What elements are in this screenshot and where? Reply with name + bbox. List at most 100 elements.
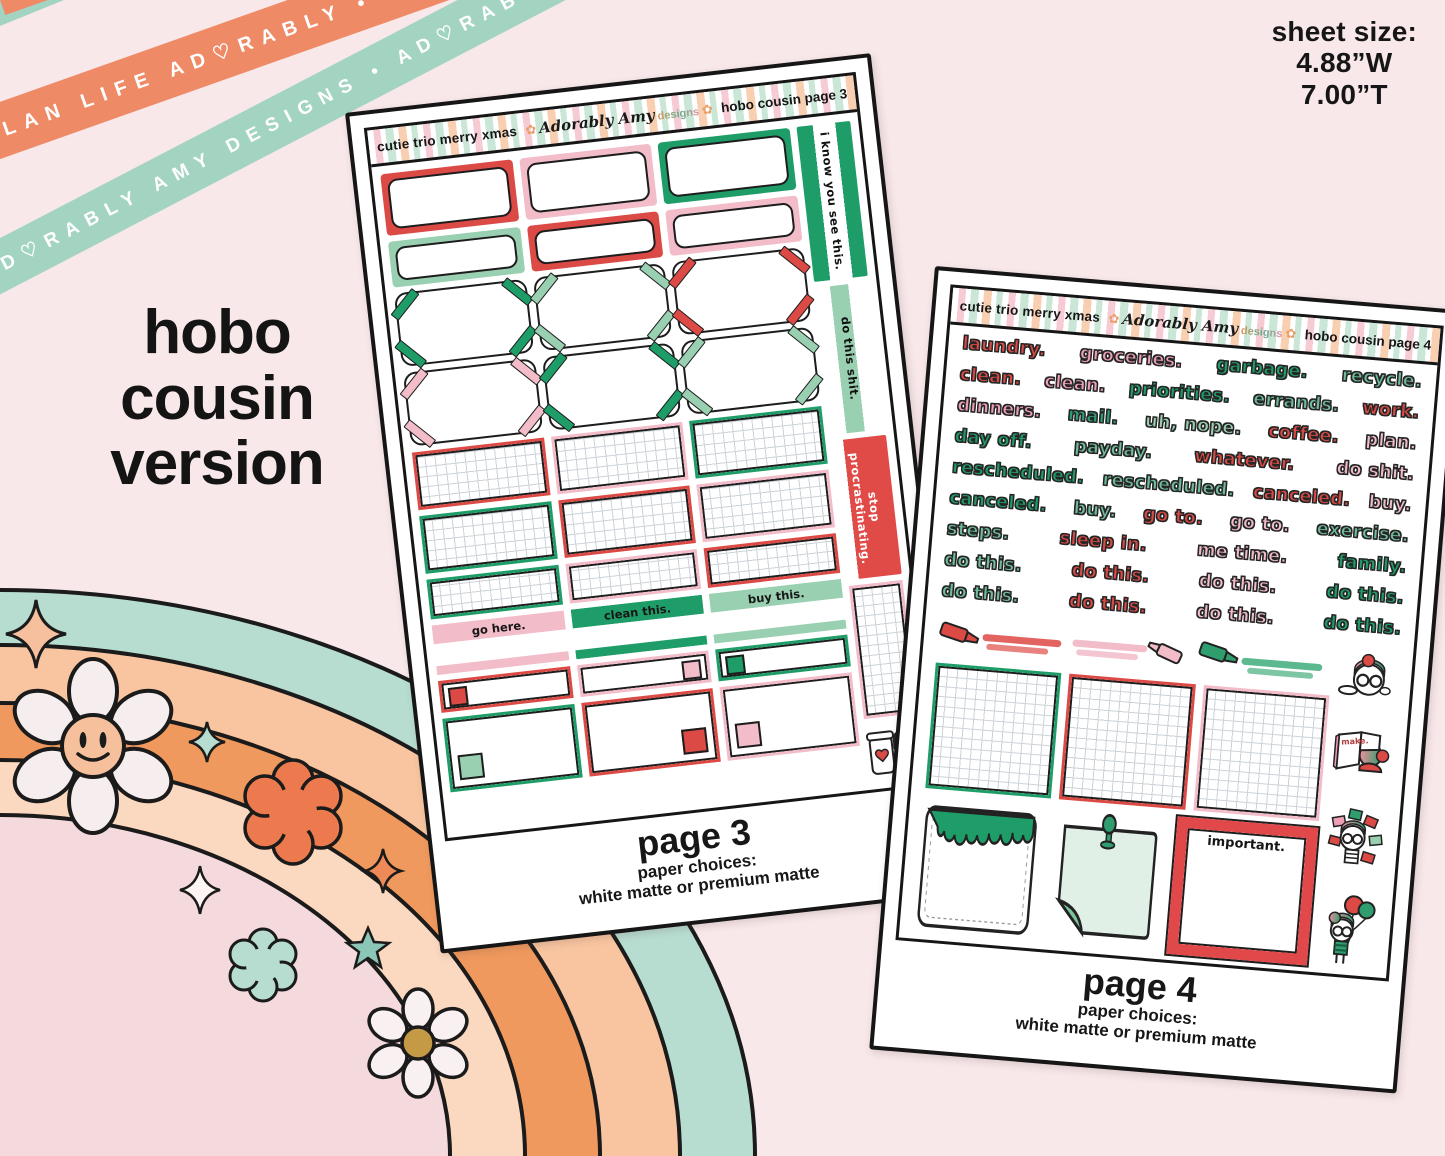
washi-corner-box [538, 340, 685, 433]
word-sticker: clean. [959, 364, 1023, 390]
sheet-size-label: sheet size: [1271, 16, 1417, 47]
washi-tape-icon [500, 277, 534, 307]
grid-box-sticker [557, 485, 697, 559]
grid-box-sticker [411, 437, 551, 511]
washi-tape-icon [509, 356, 543, 386]
gold-daisy-icon [367, 987, 469, 1099]
star-icon [343, 924, 393, 970]
washi-tape-icon [508, 324, 538, 358]
word-sticker: go to. [1142, 504, 1205, 530]
page4-lower-zone: important. [913, 616, 1399, 971]
page4-lower-main: important. [913, 616, 1333, 966]
washi-tape-icon [542, 403, 575, 433]
washi-tape-icon [787, 325, 821, 355]
flower-icon: ✿ [1107, 310, 1120, 327]
washi-tape-icon [785, 293, 815, 327]
washi-corner-box [529, 261, 676, 353]
corner-square-icon [734, 720, 763, 749]
washi-corner-box [668, 245, 815, 337]
sparkle-icon [188, 721, 226, 763]
grid-box-sticker [419, 501, 558, 574]
halfbox-inner [394, 233, 519, 282]
grid-box-sticker [689, 405, 828, 479]
page4-notes-row: important. [913, 795, 1319, 966]
word-sticker: steps. [946, 518, 1011, 545]
brand-script: Adorably Amy [1121, 309, 1239, 338]
p3-rows: go here. clean this. buy this. [380, 127, 865, 834]
page3-card: cutie trio merry xmas ✿ Adorably Amy des… [345, 53, 967, 954]
kit-title: cutie trio merry xmas [959, 297, 1101, 325]
doodle-girl-with-balloons [1328, 895, 1376, 964]
washi-tape-icon [671, 307, 705, 337]
washi-tape-icon [399, 367, 429, 401]
page4-character-column: make. [1315, 649, 1399, 971]
brand-logo: ✿ Adorably Amy designs ✿ [1108, 309, 1297, 343]
smiley-daisy-icon [12, 657, 174, 835]
word-sticker: laundry. [961, 333, 1047, 361]
sparkle-icon [5, 599, 67, 669]
sheet-size-note: sheet size: 4.88”W 7.00”T [1272, 16, 1417, 110]
word-sticker: mail. [1067, 404, 1120, 429]
grid-box-sticker [565, 548, 702, 604]
p4-words: laundry. groceries. garbage. recycle. clean.… [940, 333, 1424, 651]
washi-tape-icon [394, 339, 428, 369]
halfbox-inner [672, 201, 796, 250]
page4-card: cutie trio merry xmas ✿ Adorably Amy des… [869, 266, 1445, 1094]
sidebar-sticker: i know you see this. [796, 120, 868, 282]
label-box-sticker: clean this. [570, 594, 708, 660]
sparkle-icon [360, 848, 406, 894]
word-sticker: groceries. [1079, 343, 1184, 373]
checkbox-square-icon [725, 654, 747, 676]
magazine-title: make. [1341, 736, 1369, 747]
corner-square-box-sticker [719, 672, 860, 761]
halfbox-inner [533, 217, 658, 266]
sheet-size-width: 4.88”W [1296, 47, 1393, 79]
page-label: hobo cousin page 4 [1304, 326, 1432, 353]
word-sticker: recycle. [1341, 365, 1424, 393]
version-line: hobo [143, 298, 292, 367]
mint-flower-icon [228, 927, 298, 1003]
washi-tape-icon [794, 372, 824, 406]
word-sticker: plan. [1364, 429, 1418, 454]
page3-sticker-sheet: cutie trio merry xmas ✿ Adorably Amy des… [363, 71, 937, 842]
word-sticker: clean. [1043, 371, 1107, 397]
brand-designs: designs [1240, 324, 1283, 341]
grid-box-sticker [696, 469, 836, 543]
washi-tape-icon [677, 335, 707, 369]
washi-corner-box [390, 277, 538, 369]
flower-icon: ✿ [524, 121, 538, 138]
green-marker-icon [1198, 641, 1323, 679]
important-label: important. [1206, 833, 1286, 856]
doodle-girl-reading-magazine: make. [1332, 730, 1390, 773]
important-frame-sticker: important. [1166, 816, 1319, 966]
grid-square-sticker [925, 662, 1062, 799]
flower-icon: ✿ [700, 101, 714, 118]
label-box-sticker: buy this. [709, 578, 847, 644]
flower-icon: ✿ [1284, 325, 1297, 342]
p4-squares [925, 662, 1330, 822]
page-label: hobo cousin page 3 [720, 85, 848, 115]
washi-tape-icon [648, 340, 682, 370]
grid-box-sticker [703, 533, 841, 588]
halfbox-inner [386, 166, 513, 230]
halfbox-sticker [657, 127, 797, 205]
drip-note-sticker [917, 805, 1037, 935]
halfbox-inner [664, 134, 790, 198]
doodle-girl-with-mail [1327, 808, 1383, 866]
red-marker-icon [939, 621, 1062, 655]
washi-tape-icon [680, 387, 714, 417]
version-line: version [110, 429, 325, 499]
washi-corner-box [677, 325, 824, 417]
sticky-note-sticker [1054, 814, 1158, 940]
halfbox-sticker [518, 143, 658, 221]
checkbox-square-icon [447, 685, 469, 707]
washi-tape-icon [529, 272, 559, 306]
version-label: hobo cousin version [52, 300, 382, 497]
version-line: cousin [120, 363, 315, 433]
sheet-size-height: 7.00”T [1300, 78, 1388, 110]
corner-square-box-sticker [580, 688, 722, 777]
grid-square-sticker [1192, 684, 1330, 822]
washi-corner-box [399, 356, 547, 449]
washi-tape-icon [390, 288, 420, 321]
orange-flower-icon [243, 758, 343, 866]
